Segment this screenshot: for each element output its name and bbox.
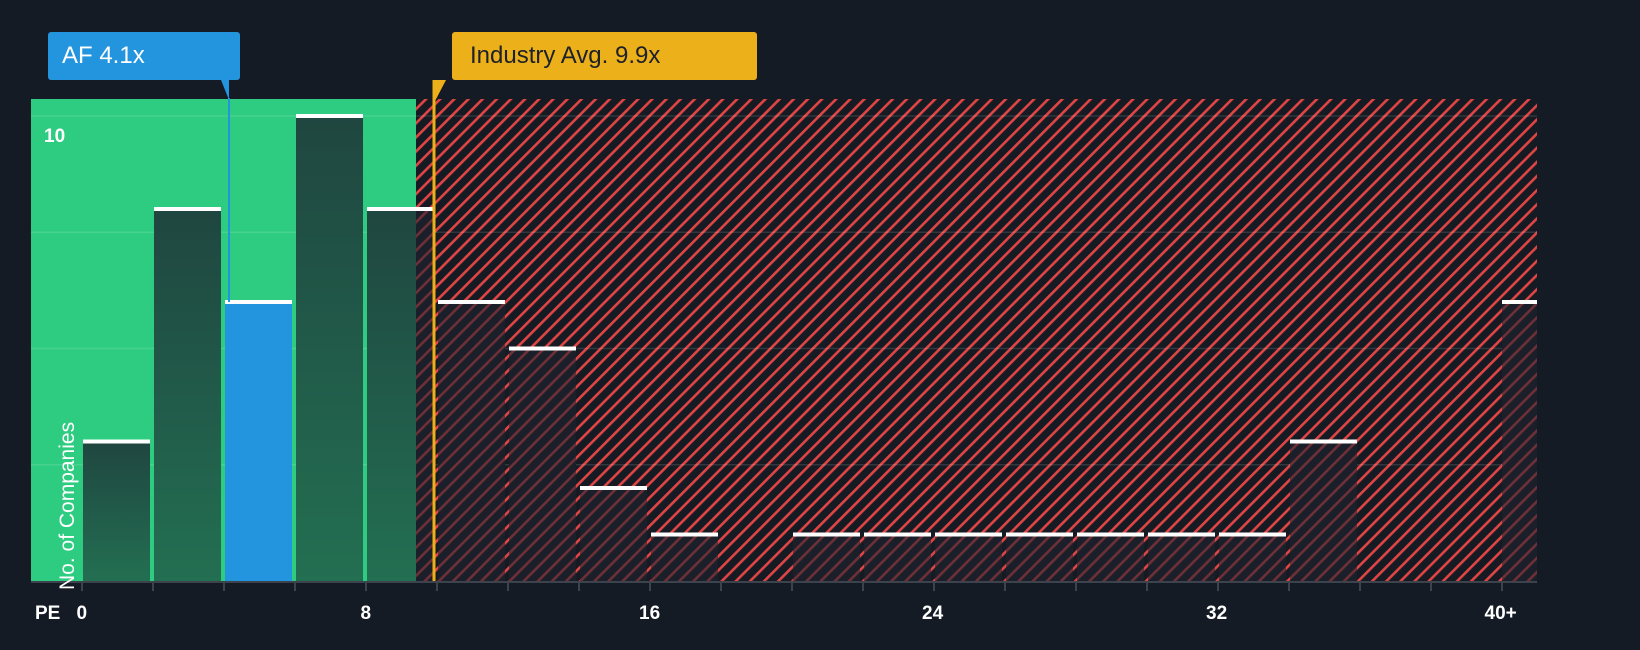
- histogram-bar: [864, 532, 931, 581]
- histogram-bars: [83, 114, 1537, 581]
- x-tick-label: 8: [360, 603, 372, 624]
- histogram-bar: [1502, 300, 1537, 581]
- histogram-bar: [509, 346, 576, 581]
- histogram-bar: [1290, 439, 1357, 581]
- histogram-bar: [935, 532, 1002, 581]
- x-axis: [31, 581, 1537, 591]
- company-pe-callout: AF 4.1x: [48, 32, 240, 80]
- histogram-bar: [367, 207, 433, 581]
- x-tick-label: 16: [639, 603, 661, 624]
- x-tick-label: 40+: [1484, 603, 1517, 624]
- y-tick-10: 10: [44, 126, 66, 147]
- histogram-bar: [793, 532, 860, 581]
- histogram-bar: [225, 300, 292, 581]
- industry-avg-label: Industry Avg. 9.9x: [470, 42, 661, 69]
- histogram-bar: [651, 532, 718, 581]
- histogram-bar: [1219, 532, 1286, 581]
- x-tick-label: 32: [1206, 603, 1228, 624]
- company-pe-label: AF 4.1x: [62, 42, 145, 69]
- histogram-bar: [580, 486, 647, 581]
- histogram-bar: [154, 207, 221, 581]
- histogram-bar: [1077, 532, 1144, 581]
- industry-avg-callout: Industry Avg. 9.9x: [452, 32, 757, 80]
- histogram-bar: [1148, 532, 1215, 581]
- histogram-bar: [438, 300, 505, 581]
- histogram-bar: [1006, 532, 1073, 581]
- marker-lines: [221, 80, 446, 581]
- x-axis-title: PE: [35, 603, 61, 624]
- x-tick-label: 24: [922, 603, 944, 624]
- histogram-bar: [83, 439, 150, 581]
- y-axis-title: No. of Companies: [56, 421, 79, 590]
- histogram-bar: [296, 114, 363, 581]
- x-tick-label: 0: [76, 603, 88, 624]
